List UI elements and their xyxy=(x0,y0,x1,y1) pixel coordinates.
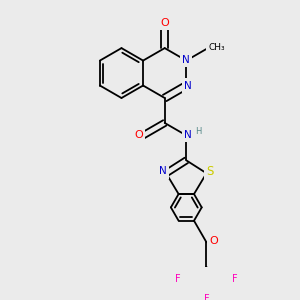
Text: O: O xyxy=(209,236,218,246)
Text: O: O xyxy=(134,130,143,140)
Text: F: F xyxy=(232,274,238,284)
Text: O: O xyxy=(160,18,169,28)
Text: H: H xyxy=(196,128,202,136)
Text: N: N xyxy=(159,167,167,176)
Text: N: N xyxy=(182,55,190,65)
Text: F: F xyxy=(204,294,209,300)
Text: S: S xyxy=(206,165,214,178)
Text: CH₃: CH₃ xyxy=(208,43,225,52)
Text: N: N xyxy=(184,130,192,140)
Text: F: F xyxy=(175,274,181,284)
Text: N: N xyxy=(184,80,192,91)
